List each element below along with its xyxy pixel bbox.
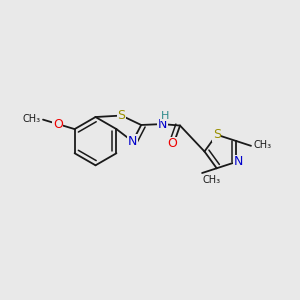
Text: CH₃: CH₃ (203, 176, 221, 185)
Text: O: O (167, 137, 177, 150)
Text: N: N (233, 155, 243, 168)
Text: N: N (128, 135, 137, 148)
Text: CH₃: CH₃ (254, 140, 272, 150)
Text: S: S (213, 128, 221, 141)
Text: S: S (117, 109, 125, 122)
Text: N: N (158, 118, 167, 130)
Text: O: O (53, 118, 63, 130)
Text: H: H (160, 111, 169, 121)
Text: CH₃: CH₃ (22, 114, 41, 124)
